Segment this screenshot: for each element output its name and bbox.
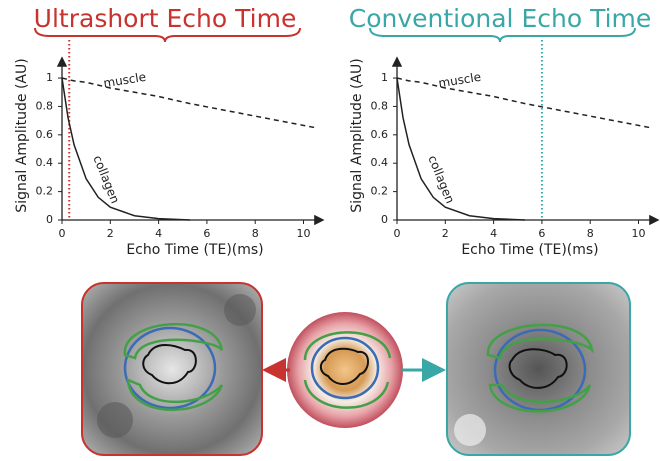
x-tick-label: 0 [394,227,401,240]
y-axis-label: Signal Amplitude (AU) [14,58,30,212]
chart-title: Conventional Echo Time [349,4,652,33]
y-tick-label: 0.8 [36,99,54,112]
page: Ultrashort Echo Time024681000.20.40.60.8… [0,0,660,461]
x-tick-label: 4 [490,227,497,240]
y-tick-label: 0 [381,213,388,226]
y-tick-label: 0.8 [371,99,389,112]
figure: Ultrashort Echo Time024681000.20.40.60.8… [0,0,660,461]
y-tick-label: 0.6 [371,128,389,141]
x-tick-label: 10 [297,227,311,240]
mri-conventional [447,283,630,455]
x-tick-label: 6 [538,227,545,240]
x-tick-label: 8 [587,227,594,240]
y-tick-label: 0.2 [36,185,54,198]
y-axis-label: Signal Amplitude (AU) [349,58,365,212]
x-tick-label: 2 [107,227,114,240]
series-label: muscle [437,70,482,91]
chart: Ultrashort Echo Time 0 2 4 6 8 10 0 0.2 0.4 0.6 0.8… [14,4,322,258]
y-tick-label: 0.4 [371,156,389,169]
chart-title: Ultrashort Echo Time [34,4,297,33]
x-axis-label: Echo Time (TE)(ms) [126,242,263,258]
y-tick-label: 1 [381,71,388,84]
y-tick-label: 0.2 [371,185,389,198]
x-tick-label: 4 [155,227,162,240]
x-axis-label: Echo Time (TE)(ms) [461,242,598,258]
mri-ute [82,283,262,455]
x-tick-label: 2 [442,227,449,240]
series-label: muscle [102,70,147,91]
y-tick-label: 0 [46,213,53,226]
vessel-illustration [268,312,440,428]
y-tick-label: 0.6 [36,128,54,141]
series-label: collagen [90,153,122,205]
x-tick-label: 0 [59,227,66,240]
y-tick-label: 1 [46,71,53,84]
series-label: collagen [425,153,457,205]
x-tick-label: 10 [632,227,646,240]
x-tick-label: 8 [252,227,259,240]
chart: Conventional Echo Time 0 2 4 6 8 10 0 0.2 0.4 0.6 0… [349,4,657,258]
series-line [62,78,316,128]
y-tick-label: 0.4 [36,156,54,169]
series-line [397,78,651,128]
x-tick-label: 6 [203,227,210,240]
